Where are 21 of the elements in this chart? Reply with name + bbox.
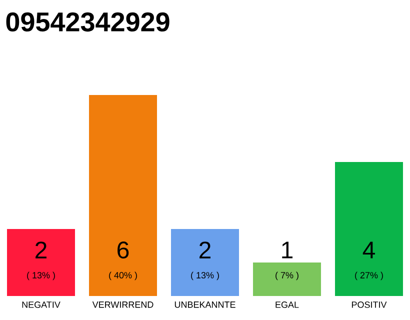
annotation: ( 27% ) (355, 272, 383, 280)
bar (252, 262, 321, 296)
bar (334, 162, 403, 296)
chart-title: 09542342929 (6, 12, 170, 32)
annotation: ( 13% ) (191, 272, 219, 280)
annotation: ( 7% ) (276, 272, 298, 280)
annotation: ( 13% ) (27, 272, 55, 280)
data-label: 2 (200, 242, 210, 258)
x-tick-label: VERWIRREND (92, 302, 154, 308)
bar (171, 228, 239, 296)
x-tick-label: UNBEKANNTE (174, 302, 236, 308)
data-label: 4 (362, 242, 375, 258)
data-label: 1 (282, 242, 292, 258)
x-tick-label: NEGATIV (22, 302, 60, 308)
data-label: 6 (118, 242, 129, 258)
x-tick-label: POSITIV (352, 302, 387, 308)
bar (7, 228, 76, 296)
annotation: ( 40% ) (109, 272, 137, 280)
data-label: 2 (36, 242, 46, 258)
x-tick-label: EGAL (276, 302, 299, 308)
bar (89, 94, 157, 296)
